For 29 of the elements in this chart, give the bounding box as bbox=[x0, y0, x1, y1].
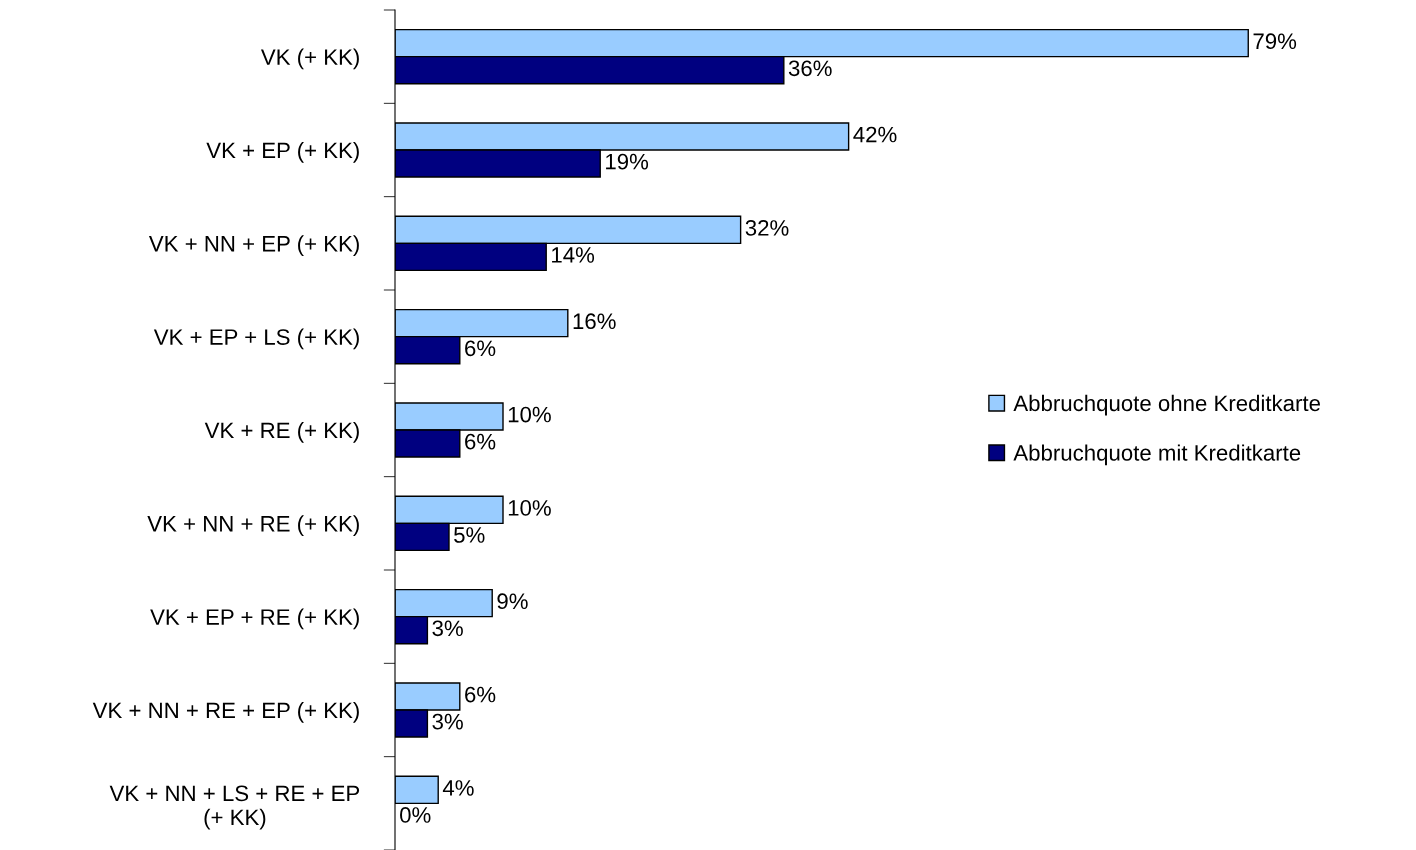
data-label: 42% bbox=[853, 126, 897, 143]
data-label: 6% bbox=[465, 433, 496, 450]
y-tick-label: VK + NN + RE + EP (+ KK) bbox=[92, 701, 359, 723]
data-label: 9% bbox=[497, 593, 528, 610]
data-label: 16% bbox=[573, 313, 616, 330]
data-label: 36% bbox=[788, 60, 832, 77]
y-tick-label: VK + EP + LS (+ KK) bbox=[153, 328, 359, 350]
data-label: 10% bbox=[508, 406, 551, 423]
y-tick-label: VK + NN + EP (+ KK) bbox=[148, 235, 359, 256]
data-label: 32% bbox=[745, 220, 789, 236]
data-label: 0% bbox=[400, 807, 431, 823]
data-label: 4% bbox=[442, 780, 474, 796]
y-tick-label: VK + RE (+ KK) bbox=[204, 421, 359, 443]
data-label: 6% bbox=[465, 340, 496, 357]
data-label: 6% bbox=[465, 686, 496, 703]
legend-label: Abbruchquote ohne Kreditkarte bbox=[1013, 394, 1320, 416]
data-label: 3% bbox=[432, 620, 463, 637]
y-tick-label: VK (+ KK) bbox=[260, 48, 359, 70]
y-tick-label: VK + NN + LS + RE + EP (+ KK) bbox=[109, 785, 360, 830]
data-label: 14% bbox=[552, 247, 595, 263]
data-label: 5% bbox=[454, 527, 485, 543]
y-tick-label: VK + EP (+ KK) bbox=[206, 141, 359, 163]
y-tick-label: VK + NN + RE (+ KK) bbox=[147, 515, 359, 536]
data-label: 79% bbox=[1253, 33, 1297, 50]
y-tick-label: VK + EP + RE (+ KK) bbox=[150, 608, 359, 630]
data-label: 19% bbox=[606, 153, 649, 170]
data-label: 3% bbox=[432, 713, 463, 730]
data-label: 10% bbox=[508, 500, 551, 516]
legend-label: Abbruchquote mit Kreditkarte bbox=[1013, 444, 1301, 466]
